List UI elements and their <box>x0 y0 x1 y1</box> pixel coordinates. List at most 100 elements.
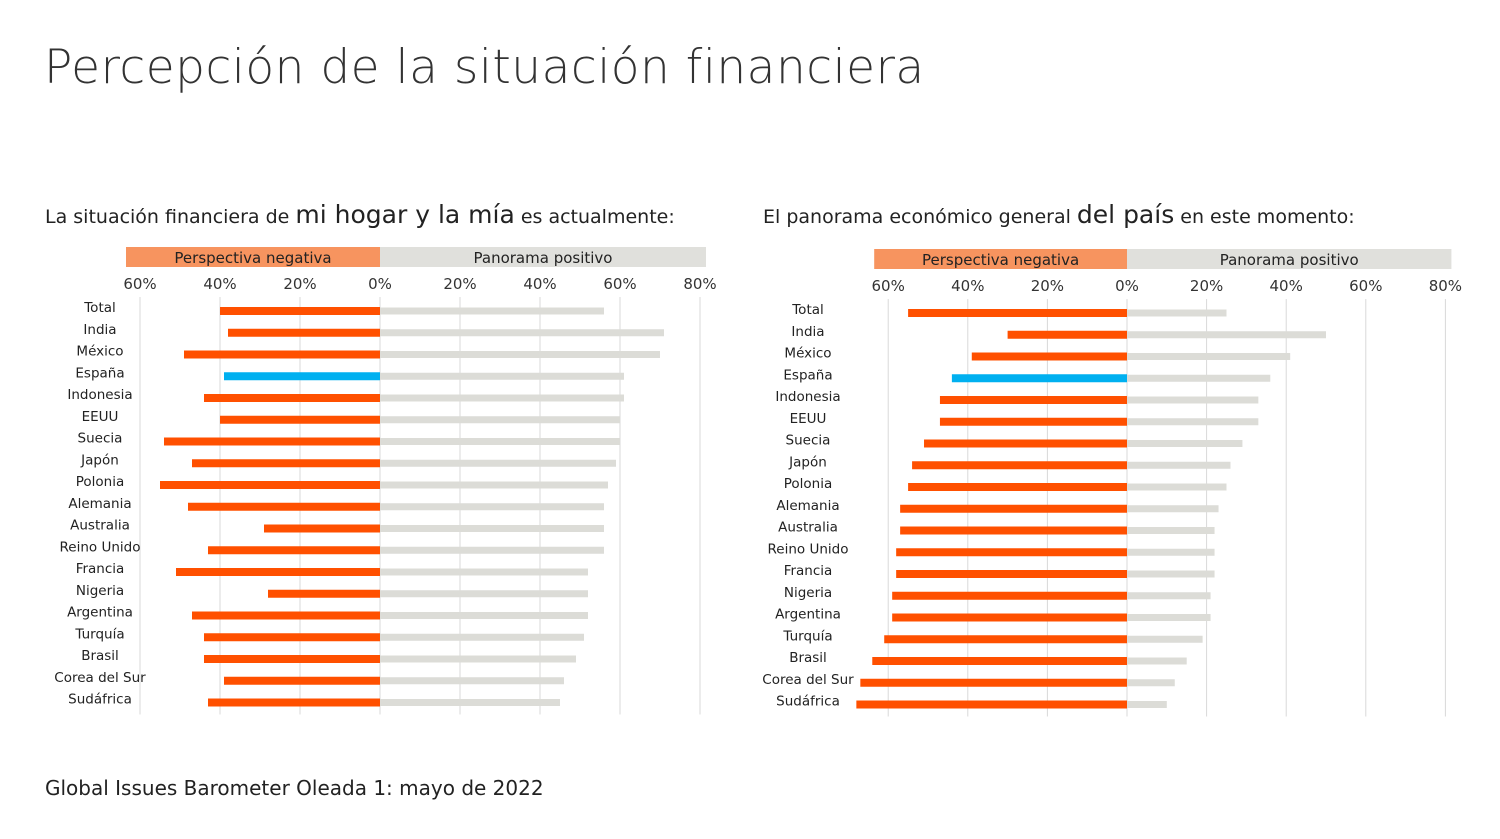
category-label: EEUU <box>790 411 827 427</box>
negative-bar <box>896 548 1127 557</box>
category-label: Francia <box>784 563 833 579</box>
positive-bar <box>1127 527 1215 534</box>
x-tick-label: 20% <box>1031 277 1064 295</box>
positive-bar <box>1127 679 1175 687</box>
negative-bar <box>1007 330 1127 339</box>
positive-bar <box>380 568 588 576</box>
positive-bar <box>380 633 584 641</box>
category-label: India <box>83 322 116 338</box>
positive-bar <box>1127 614 1211 621</box>
positive-bar <box>380 329 664 337</box>
x-tick-label: 60% <box>603 275 636 293</box>
negative-bar <box>188 502 380 511</box>
positive-bar <box>380 503 604 511</box>
negative-bar <box>892 591 1127 600</box>
category-label: Total <box>791 302 824 318</box>
positive-bar <box>380 307 604 315</box>
category-label: EEUU <box>82 409 119 425</box>
source-footer: Global Issues Barometer Oleada 1: mayo d… <box>45 776 544 800</box>
x-tick-label: 40% <box>203 275 236 293</box>
positive-bar <box>1127 461 1231 469</box>
negative-bar <box>939 396 1127 404</box>
x-tick-label: 40% <box>523 275 556 293</box>
negative-bar <box>164 437 380 446</box>
negative-bar <box>912 461 1127 470</box>
category-label: Alemania <box>776 498 839 514</box>
positive-bar <box>1127 635 1203 643</box>
category-label: Turquía <box>74 626 124 642</box>
negative-bar <box>872 657 1127 665</box>
positive-bar <box>1127 483 1227 491</box>
category-label: España <box>75 365 124 381</box>
negative-bar <box>908 309 1127 317</box>
left-chart: Perspectiva negativa Panorama positivo 60%… <box>54 247 717 715</box>
negative-header-label: Perspectiva negativa <box>922 251 1079 269</box>
positive-bar <box>1127 570 1215 578</box>
category-label: Indonesia <box>775 389 840 405</box>
negative-header-bar <box>126 247 380 267</box>
category-label: Sudáfrica <box>776 694 840 710</box>
negative-bar <box>924 439 1127 448</box>
negative-bar <box>884 635 1127 644</box>
subtitle-text: El panorama económico general <box>763 206 1077 228</box>
category-label: México <box>784 346 831 362</box>
category-label: Australia <box>70 518 130 534</box>
negative-bar <box>208 546 380 555</box>
positive-bar <box>1127 374 1271 382</box>
negative-header-bar <box>874 249 1127 269</box>
x-tick-label: 20% <box>1190 277 1223 295</box>
negative-bar <box>224 676 380 685</box>
positive-bar <box>380 655 576 663</box>
positive-bar <box>380 546 604 554</box>
category-label: Sudáfrica <box>68 692 132 708</box>
category-label: Turquía <box>782 628 832 644</box>
positive-bar <box>380 459 616 467</box>
negative-header-label: Perspectiva negativa <box>174 249 331 267</box>
negative-bar <box>892 613 1127 622</box>
category-label: Argentina <box>775 607 841 623</box>
positive-bar <box>1127 657 1187 665</box>
category-label: Australia <box>778 520 838 536</box>
category-label: Total <box>83 300 116 316</box>
negative-bar <box>908 483 1127 491</box>
x-tick-label: 80% <box>1429 277 1462 295</box>
category-label: Brasil <box>789 650 827 666</box>
positive-bar <box>380 351 660 358</box>
x-tick-label: 0% <box>368 275 392 293</box>
category-label: Alemania <box>68 496 131 512</box>
x-tick-label: 0% <box>1115 277 1139 295</box>
positive-header-bar <box>1127 249 1452 269</box>
negative-bar <box>208 698 380 707</box>
negative-bar <box>951 374 1127 383</box>
positive-bar <box>1127 418 1259 426</box>
category-label: Argentina <box>67 605 133 621</box>
negative-bar <box>896 570 1127 578</box>
negative-bar <box>268 589 380 598</box>
negative-bar <box>900 504 1127 513</box>
positive-bar <box>1127 592 1211 600</box>
positive-bar <box>1127 505 1219 513</box>
positive-bar <box>380 612 588 619</box>
positive-bar <box>380 438 620 445</box>
category-label: Suecia <box>78 431 123 447</box>
negative-bar <box>860 678 1127 687</box>
category-label: Suecia <box>786 433 831 449</box>
category-label: Japón <box>788 454 827 470</box>
negative-bar <box>192 611 380 620</box>
subtitle-emphasis: del país <box>1076 200 1175 229</box>
negative-bar <box>176 568 380 576</box>
category-label: Reino Unido <box>768 541 849 557</box>
positive-bar <box>1127 353 1291 360</box>
left-chart-subtitle: La situación financiera de mi hogar y la… <box>45 200 675 229</box>
negative-bar <box>204 655 380 663</box>
positive-header-label: Panorama positivo <box>474 249 613 267</box>
subtitle-text: La situación financiera de <box>45 206 296 228</box>
right-chart-subtitle: El panorama económico general del país e… <box>763 200 1355 229</box>
positive-bar <box>380 481 608 489</box>
category-label: España <box>783 367 832 383</box>
x-tick-label: 60% <box>1349 277 1382 295</box>
category-label: Nigeria <box>784 585 832 601</box>
subtitle-text: es actualmente: <box>514 206 675 228</box>
category-label: Reino Unido <box>60 539 141 555</box>
category-label: Brasil <box>81 648 119 664</box>
